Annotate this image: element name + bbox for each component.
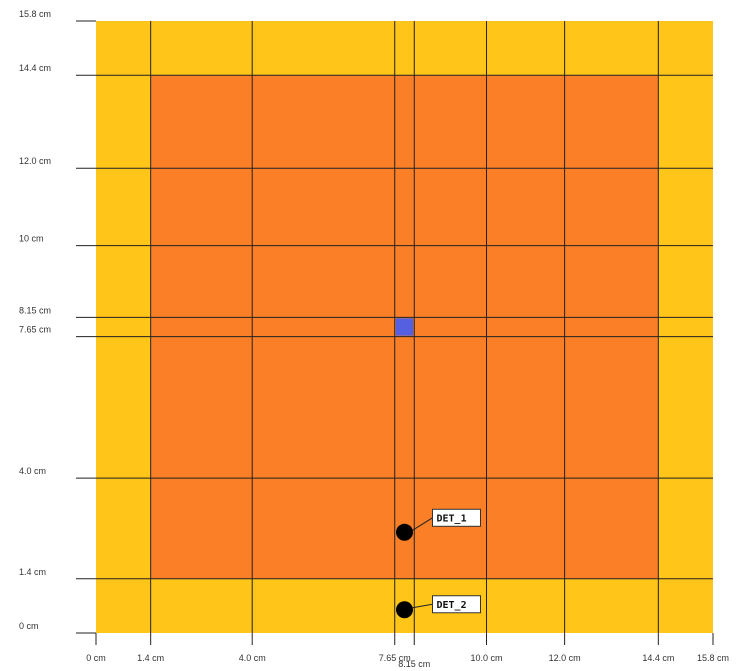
detector-label-box bbox=[432, 595, 481, 614]
detector-label: DET_2 bbox=[437, 600, 467, 611]
detector-1: DET_1 bbox=[396, 508, 481, 541]
y-tick-label: 15.8 cm bbox=[19, 9, 51, 19]
x-tick-label: 4.0 cm bbox=[239, 653, 266, 663]
detector-leader-line bbox=[412, 603, 433, 609]
x-tick-label: 14.4 cm bbox=[642, 653, 674, 663]
y-axis-ticks: 0 cm 1.4 cm 4.0 cm 7.65 cm 8.15 cm 10 cm 12.0 … bbox=[19, 9, 96, 634]
y-tick-label: 10 cm bbox=[19, 234, 44, 244]
gridlines-layer bbox=[96, 21, 713, 633]
x-axis-ticks: 0 cm 1.4 cm 4.0 cm 7.65 cm8.15 cm 10.0 cm 12.… bbox=[86, 633, 729, 669]
detector-label: DET_1 bbox=[437, 513, 467, 524]
x-tick-label: 12.0 cm bbox=[549, 653, 581, 663]
x-tick-label: 8.15 cm bbox=[398, 659, 430, 669]
y-tick-label: 4.0 cm bbox=[19, 466, 46, 476]
y-tick-label: 1.4 cm bbox=[19, 567, 46, 577]
y-tick-label: 7.65 cm bbox=[19, 325, 51, 335]
x-tick-label: 0 cm bbox=[86, 653, 106, 663]
detector-marker bbox=[396, 523, 413, 541]
y-tick-label: 14.4 cm bbox=[19, 63, 51, 73]
x-tick-label: 10.0 cm bbox=[470, 653, 502, 663]
x-tick-label: 15.8 cm bbox=[697, 653, 729, 663]
source-marker bbox=[395, 318, 414, 336]
detector-marker bbox=[396, 601, 413, 619]
detector-leader-line bbox=[412, 517, 433, 531]
detector-2: DET_2 bbox=[396, 595, 481, 619]
x-tick-label: 7.65 cm bbox=[379, 653, 411, 663]
detector-label-box bbox=[432, 508, 481, 527]
y-tick-label: 8.15 cm bbox=[19, 305, 51, 315]
y-tick-label: 0 cm bbox=[19, 621, 39, 631]
markers-layer bbox=[395, 318, 414, 336]
detectors-layer: DET_1 DET_2 bbox=[396, 508, 481, 619]
x-tick-label: 1.4 cm bbox=[137, 653, 164, 663]
y-tick-label: 12.0 cm bbox=[19, 156, 51, 166]
